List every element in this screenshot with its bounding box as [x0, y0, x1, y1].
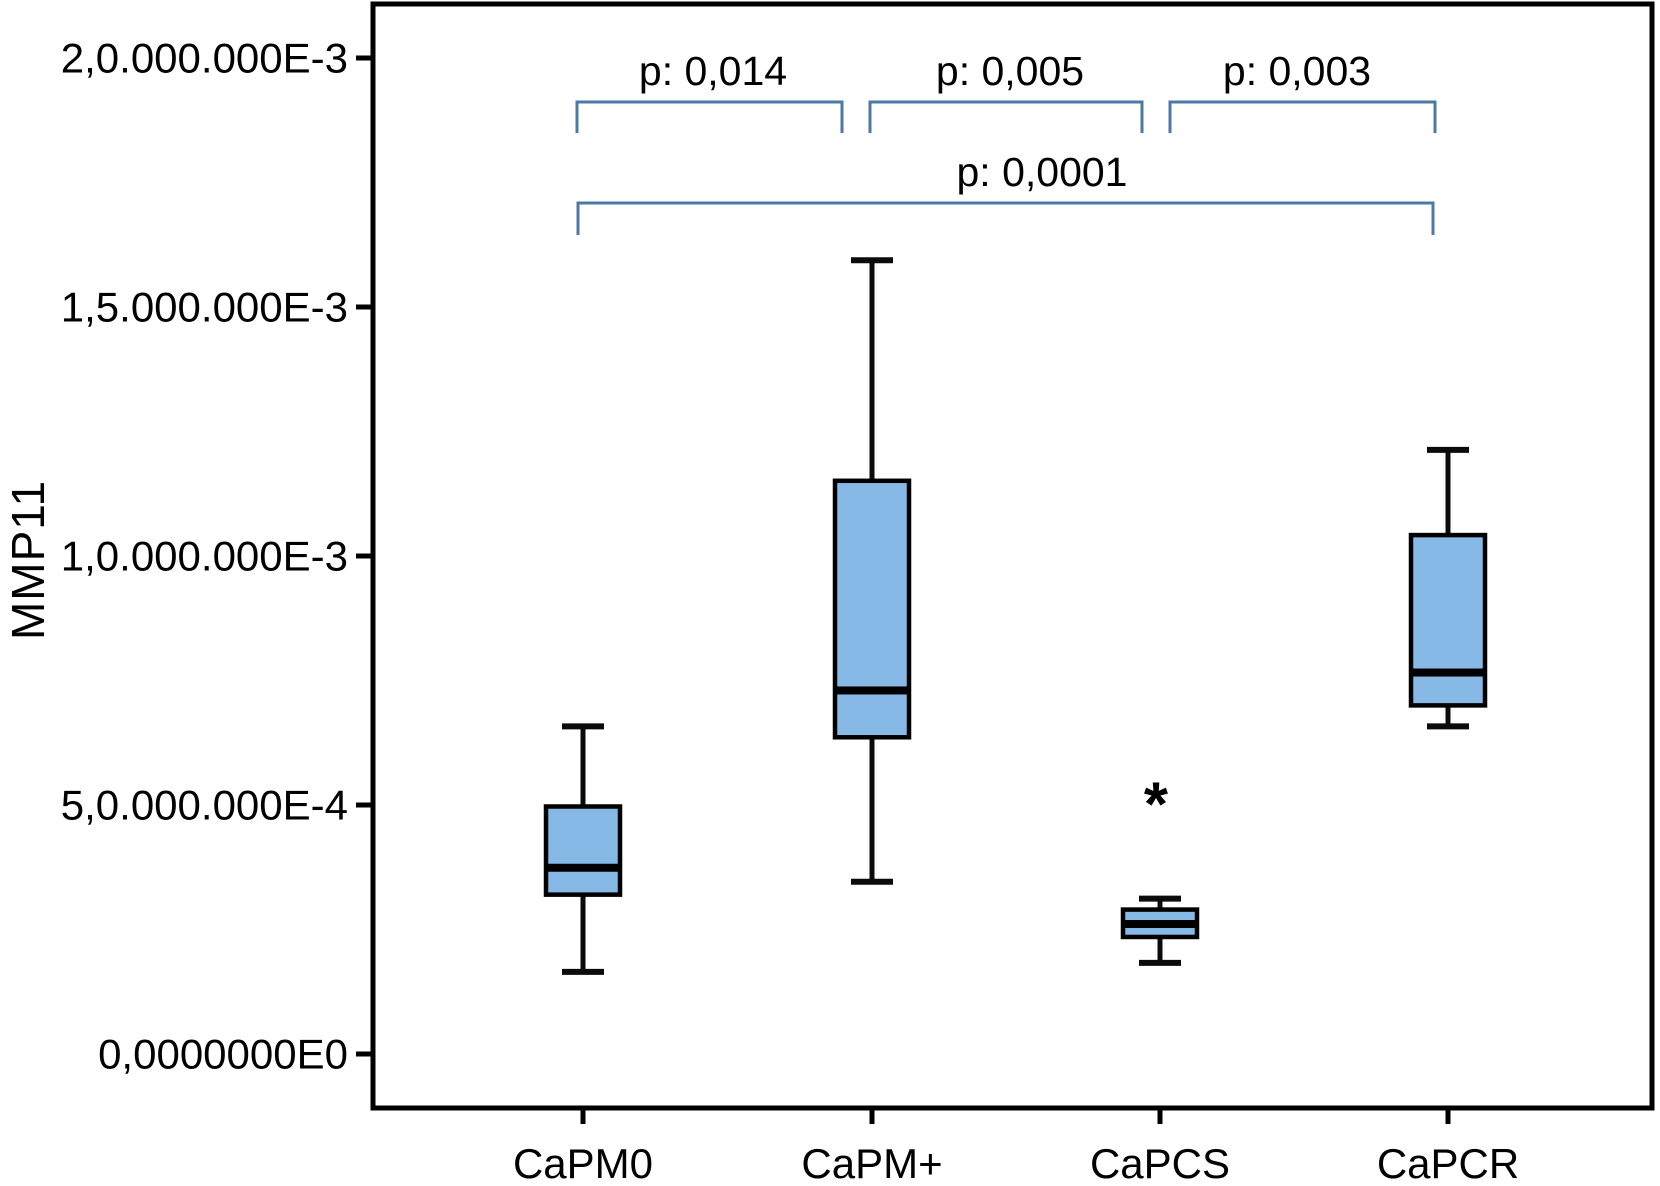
x-tick-label: CaPCR	[1377, 1140, 1519, 1186]
median-CaPM+	[835, 686, 909, 695]
y-axis-title: MMP11	[2, 479, 54, 641]
y-tick-label: 0,0000000E0	[98, 1031, 348, 1078]
p-bracket-CaPCS-CaPCR	[1168, 100, 1437, 133]
median-CaPCR	[1411, 668, 1485, 677]
median-CaPCS	[1123, 920, 1197, 929]
p-value-label-CaPM0-CaPM+: p: 0,014	[639, 48, 787, 94]
x-tick-label: CaPM+	[801, 1140, 942, 1186]
y-tick-label: 5,0.000.000E-4	[61, 782, 348, 829]
p-value-label-CaPM0-CaPCR: p: 0,0001	[957, 149, 1128, 195]
outlier-asterisk-CaPCS: *	[1144, 771, 1169, 840]
y-tick-label: 2,0.000.000E-3	[61, 35, 348, 82]
p-bracket-CaPM0-CaPM+	[575, 100, 844, 133]
x-tick-label: CaPCS	[1090, 1140, 1230, 1186]
box-CaPCR	[1408, 532, 1488, 708]
p-value-label-CaPCS-CaPCR: p: 0,003	[1223, 48, 1371, 94]
y-tick-label: 1,0.000.000E-3	[61, 533, 348, 580]
p-value-label-CaPM+-CaPCS: p: 0,005	[936, 48, 1084, 94]
p-bracket-CaPM0-CaPCR	[576, 201, 1435, 235]
box-CaPM0	[543, 804, 623, 897]
x-tick-label: CaPM0	[513, 1140, 653, 1186]
p-bracket-CaPM+-CaPCS	[868, 100, 1144, 133]
box-CaPM+	[832, 478, 912, 740]
median-CaPM0	[546, 863, 620, 872]
y-tick-label: 1,5.000.000E-3	[61, 284, 348, 331]
